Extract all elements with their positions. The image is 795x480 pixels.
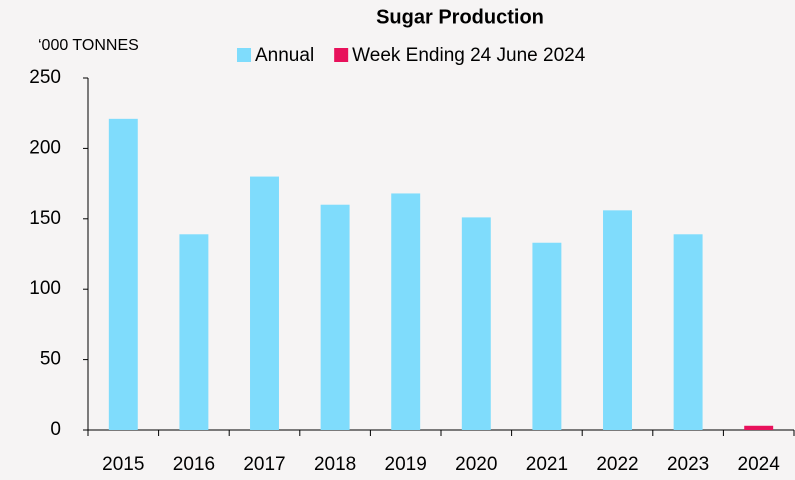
legend-swatch — [334, 48, 349, 62]
x-tick-label: 2020 — [455, 454, 497, 475]
bar — [673, 234, 703, 430]
x-tick-label: 2023 — [667, 454, 709, 475]
x-tick-label: 2022 — [596, 454, 638, 475]
y-tick-label: 250 — [29, 67, 61, 88]
x-tick-label: 2018 — [314, 454, 356, 475]
x-tick-label: 2021 — [526, 454, 568, 475]
y-axis-label: ‘000 TONNES — [38, 37, 139, 54]
chart-title: Sugar Production — [376, 6, 544, 28]
x-tick-label: 2015 — [102, 454, 144, 475]
bar — [320, 204, 350, 430]
y-tick-label: 150 — [29, 208, 61, 229]
bar — [744, 425, 774, 430]
bar — [603, 210, 632, 430]
x-tick-label: 2024 — [738, 454, 781, 475]
y-tick-label: 0 — [50, 419, 61, 440]
legend-label: Annual — [255, 45, 314, 66]
x-tick-label: 2016 — [173, 454, 215, 475]
bar — [250, 176, 279, 430]
x-tick-label: 2017 — [243, 454, 285, 475]
bar — [179, 234, 209, 430]
y-tick-label: 50 — [40, 349, 61, 370]
legend-label: Week Ending 24 June 2024 — [352, 45, 586, 66]
bar — [391, 193, 421, 430]
bar — [532, 242, 562, 430]
bar — [461, 217, 491, 430]
y-tick-label: 200 — [29, 137, 61, 158]
legend-swatch — [237, 48, 251, 62]
y-tick-label: 100 — [29, 278, 61, 299]
x-tick-label: 2019 — [385, 454, 427, 475]
bar — [108, 118, 138, 430]
